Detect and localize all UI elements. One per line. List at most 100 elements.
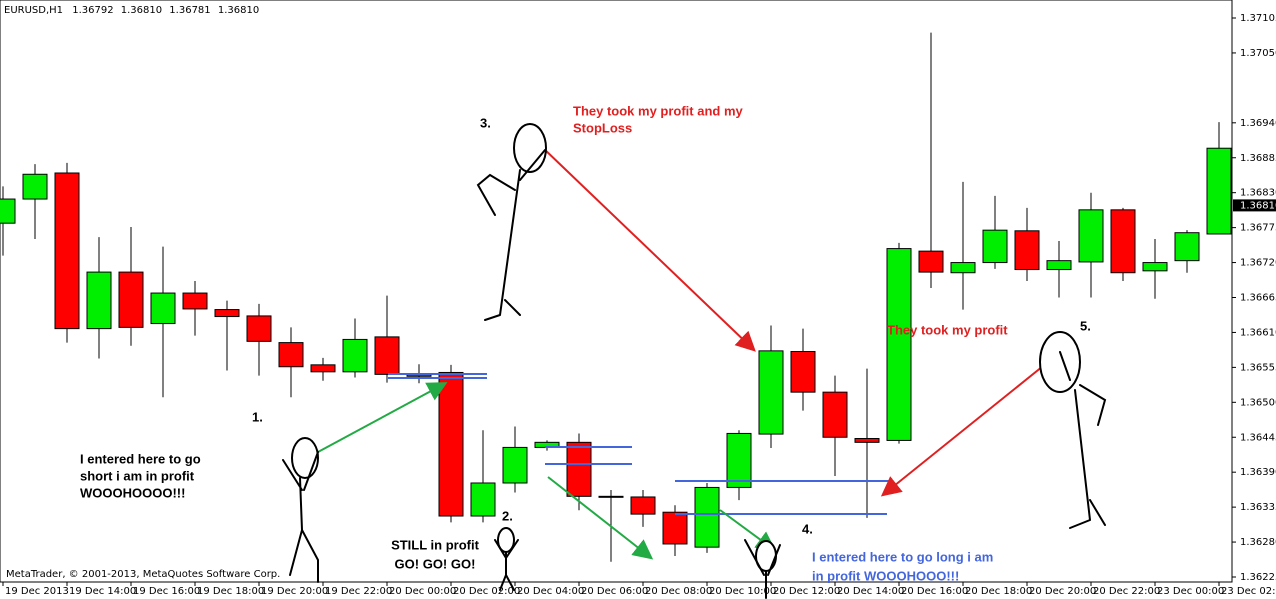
y-tick-label: 1.37050: [1240, 48, 1276, 59]
plot-frame: [0, 0, 1233, 583]
x-tick-label: 20 Dec 16:00: [901, 586, 968, 597]
candle-body: [662, 511, 688, 545]
header-close: 1.36810: [218, 5, 259, 16]
candle-body: [726, 432, 752, 488]
candle-body: [22, 173, 48, 200]
level-lines: [388, 373, 892, 515]
candle-body: [1110, 209, 1136, 274]
bid-label: 1.36810: [1240, 200, 1276, 211]
candle-body: [342, 338, 368, 373]
x-tick-label: 20 Dec 08:00: [645, 586, 712, 597]
candle-body: [374, 336, 400, 375]
x-tick-label: 20 Dec 06:00: [581, 586, 648, 597]
x-tick-label: 20 Dec 14:00: [837, 586, 904, 597]
candle-body: [822, 391, 848, 438]
y-tick-label: 1.36830: [1240, 188, 1276, 199]
candle-body: [854, 438, 880, 443]
candle-body: [0, 198, 16, 224]
x-tick-label: 19 Dec 2013: [5, 586, 69, 597]
candle-body: [438, 371, 464, 517]
candles: [0, 32, 1232, 562]
x-tick-label: 20 Dec 20:00: [1029, 586, 1096, 597]
y-tick-label: 1.36555: [1240, 362, 1276, 373]
candle-body: [694, 486, 720, 548]
candle-body: [950, 262, 976, 274]
x-tick-label: 20 Dec 04:00: [517, 586, 584, 597]
candle-body: [758, 350, 784, 435]
candle-body: [790, 350, 816, 393]
note-line: GO! GO! GO!: [395, 556, 476, 571]
note-line: StopLoss: [573, 120, 632, 135]
header-high: 1.36810: [121, 5, 162, 16]
y-tick-label: 1.36335: [1240, 502, 1276, 513]
x-tick-label: 19 Dec 16:00: [133, 586, 200, 597]
y-tick-label: 1.36775: [1240, 223, 1276, 234]
symbol: EURUSD,H1: [4, 5, 63, 16]
y-tick-label: 1.37105: [1240, 13, 1276, 24]
x-tick-label: 20 Dec 02:00: [453, 586, 520, 597]
header: EURUSD,H1 1.36792 1.36810 1.36781 1.3681…: [4, 5, 259, 16]
step-label: 3.: [480, 115, 491, 130]
x-tick-label: 20 Dec 22:00: [1093, 586, 1160, 597]
y-tick-label: 1.36665: [1240, 293, 1276, 304]
step-label: 4.: [802, 521, 813, 536]
x-tick-label: 19 Dec 20:00: [261, 586, 328, 597]
note-line: I entered here to go long i am: [812, 549, 993, 564]
x-tick-label: 19 Dec 14:00: [69, 586, 136, 597]
y-tick-label: 1.36720: [1240, 258, 1276, 269]
x-tick-label: 20 Dec 00:00: [389, 586, 456, 597]
candle-body: [278, 342, 304, 368]
candle-body: [214, 309, 240, 318]
candle-body: [886, 248, 912, 441]
candle-body: [54, 172, 80, 330]
x-tick-label: 20 Dec 18:00: [965, 586, 1032, 597]
x-tick-label: 20 Dec 12:00: [773, 586, 840, 597]
candle-body: [502, 446, 528, 484]
candle-body: [470, 482, 496, 517]
candle-body: [246, 315, 272, 342]
candle-body: [630, 496, 656, 515]
note-line: They took my profit and my: [573, 103, 744, 118]
header-low: 1.36781: [169, 5, 210, 16]
y-tick-label: 1.36500: [1240, 397, 1276, 408]
y-tick-label: 1.36885: [1240, 153, 1276, 164]
axes: 1.36225 1.36280 1.36335 1.36390 1.36445 1.365…: [2, 13, 1276, 597]
note-line: STILL in profit: [391, 537, 480, 552]
candle-body: [1206, 147, 1232, 235]
candle-body: [150, 292, 176, 325]
candle-body: [982, 229, 1008, 264]
x-tick-label: 19 Dec 18:00: [197, 586, 264, 597]
y-tick-label: 1.36610: [1240, 327, 1276, 338]
candle-body: [1014, 230, 1040, 271]
y-tick-label: 1.36225: [1240, 572, 1276, 583]
candle-body: [86, 271, 112, 330]
bid-marker: [1233, 199, 1276, 212]
x-tick-label: 20 Dec 10:00: [709, 586, 776, 597]
candle-body: [566, 441, 592, 497]
x-tick-label: 19 Dec 22:00: [325, 586, 392, 597]
y-tick-label: 1.36445: [1240, 432, 1276, 443]
candle-body: [918, 250, 944, 273]
x-tick-label: 23 Dec 02:00: [1221, 586, 1276, 597]
candle-body: [598, 495, 624, 498]
note-line: They took my profit: [887, 322, 1008, 337]
x-tick-label: 23 Dec 00:00: [1157, 586, 1224, 597]
y-tick-label: 1.36390: [1240, 467, 1276, 478]
y-tick-label: 1.36940: [1240, 118, 1276, 129]
candle-body: [1046, 260, 1072, 271]
note-line: in profit WOOOHOOO!!!: [812, 568, 959, 583]
note-line: I entered here to go: [80, 451, 201, 466]
stick-figures: [282, 123, 1107, 599]
note-line: short i am in profit: [80, 468, 195, 483]
candle-body: [1142, 262, 1168, 272]
step-label: 1.: [252, 409, 263, 424]
step-label: 2.: [502, 508, 513, 523]
header-open: 1.36792: [72, 5, 113, 16]
candle-body: [1174, 232, 1200, 262]
y-tick-label: 1.36280: [1240, 537, 1276, 548]
candle-body: [118, 271, 144, 328]
candle-body: [182, 292, 208, 310]
note-line: WOOOHOOOO!!!: [80, 485, 185, 500]
candle-body: [1078, 209, 1104, 263]
